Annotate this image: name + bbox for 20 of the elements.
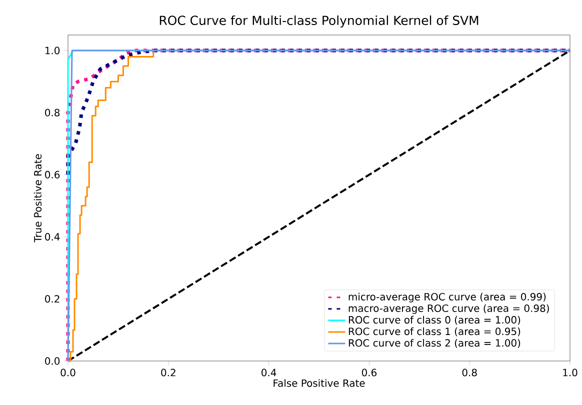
y-tick-label: 0.6	[45, 170, 60, 178]
y-tick-label: 0.4	[45, 233, 60, 241]
legend-label: ROC curve of class 1 (area = 0.95)	[348, 327, 520, 336]
legend-label: ROC curve of class 0 (area = 1.00)	[348, 316, 520, 325]
y-tick-label: 1.0	[45, 46, 60, 54]
x-tick-label: 0.4	[262, 368, 276, 376]
y-tick-label: 0.0	[45, 357, 60, 365]
x-axis-title: False Positive Rate	[274, 379, 365, 387]
chart-title: ROC Curve for Multi-class Polynomial Kernel of SVM	[160, 15, 478, 28]
x-tick-label: 0.6	[362, 368, 377, 376]
x-tick-label: 1.0	[563, 368, 578, 376]
y-axis-title: True Positive Rate	[34, 154, 42, 242]
legend-label: macro-average ROC curve (area = 0.98)	[348, 304, 549, 314]
y-tick-label: 0.8	[45, 108, 60, 116]
legend-label: ROC curve of class 2 (area = 1.00)	[348, 338, 520, 348]
x-tick-label: 0.8	[462, 368, 477, 376]
x-tick-label: 0.2	[161, 368, 176, 376]
legend-label: micro-average ROC curve (area = 0.99)	[348, 292, 546, 302]
x-tick-label: 0.0	[60, 368, 76, 376]
y-tick-label: 0.2	[45, 295, 60, 303]
